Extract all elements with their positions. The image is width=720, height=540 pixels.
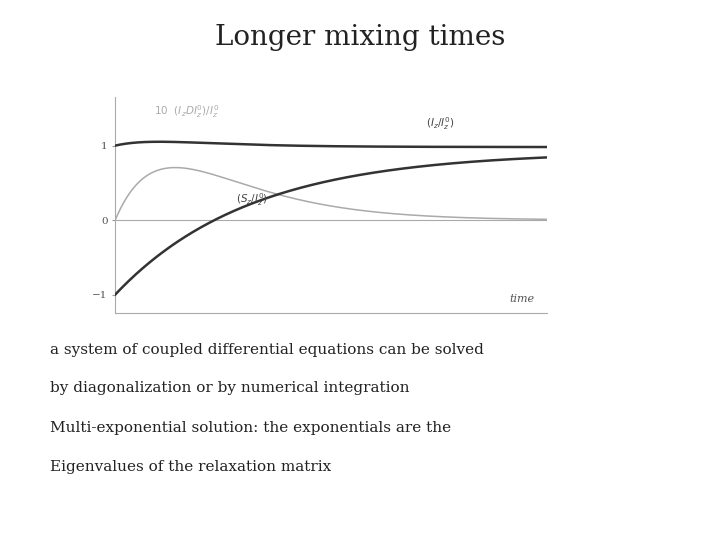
Text: Eigenvalues of the relaxation matrix: Eigenvalues of the relaxation matrix: [50, 460, 332, 474]
Text: by diagonalization or by numerical integration: by diagonalization or by numerical integ…: [50, 381, 410, 395]
Text: $(I_z/I_z^0)$: $(I_z/I_z^0)$: [426, 115, 455, 132]
Text: Longer mixing times: Longer mixing times: [215, 24, 505, 51]
Text: $10\ \ (I_zDI_z^0)/I_z^0$: $10\ \ (I_zDI_z^0)/I_z^0$: [154, 104, 220, 120]
Text: Multi-exponential solution: the exponentials are the: Multi-exponential solution: the exponent…: [50, 421, 451, 435]
Text: a system of coupled differential equations can be solved: a system of coupled differential equatio…: [50, 343, 485, 357]
Text: $(S_z/I_z^0)$: $(S_z/I_z^0)$: [236, 191, 269, 208]
Text: time: time: [509, 294, 534, 303]
